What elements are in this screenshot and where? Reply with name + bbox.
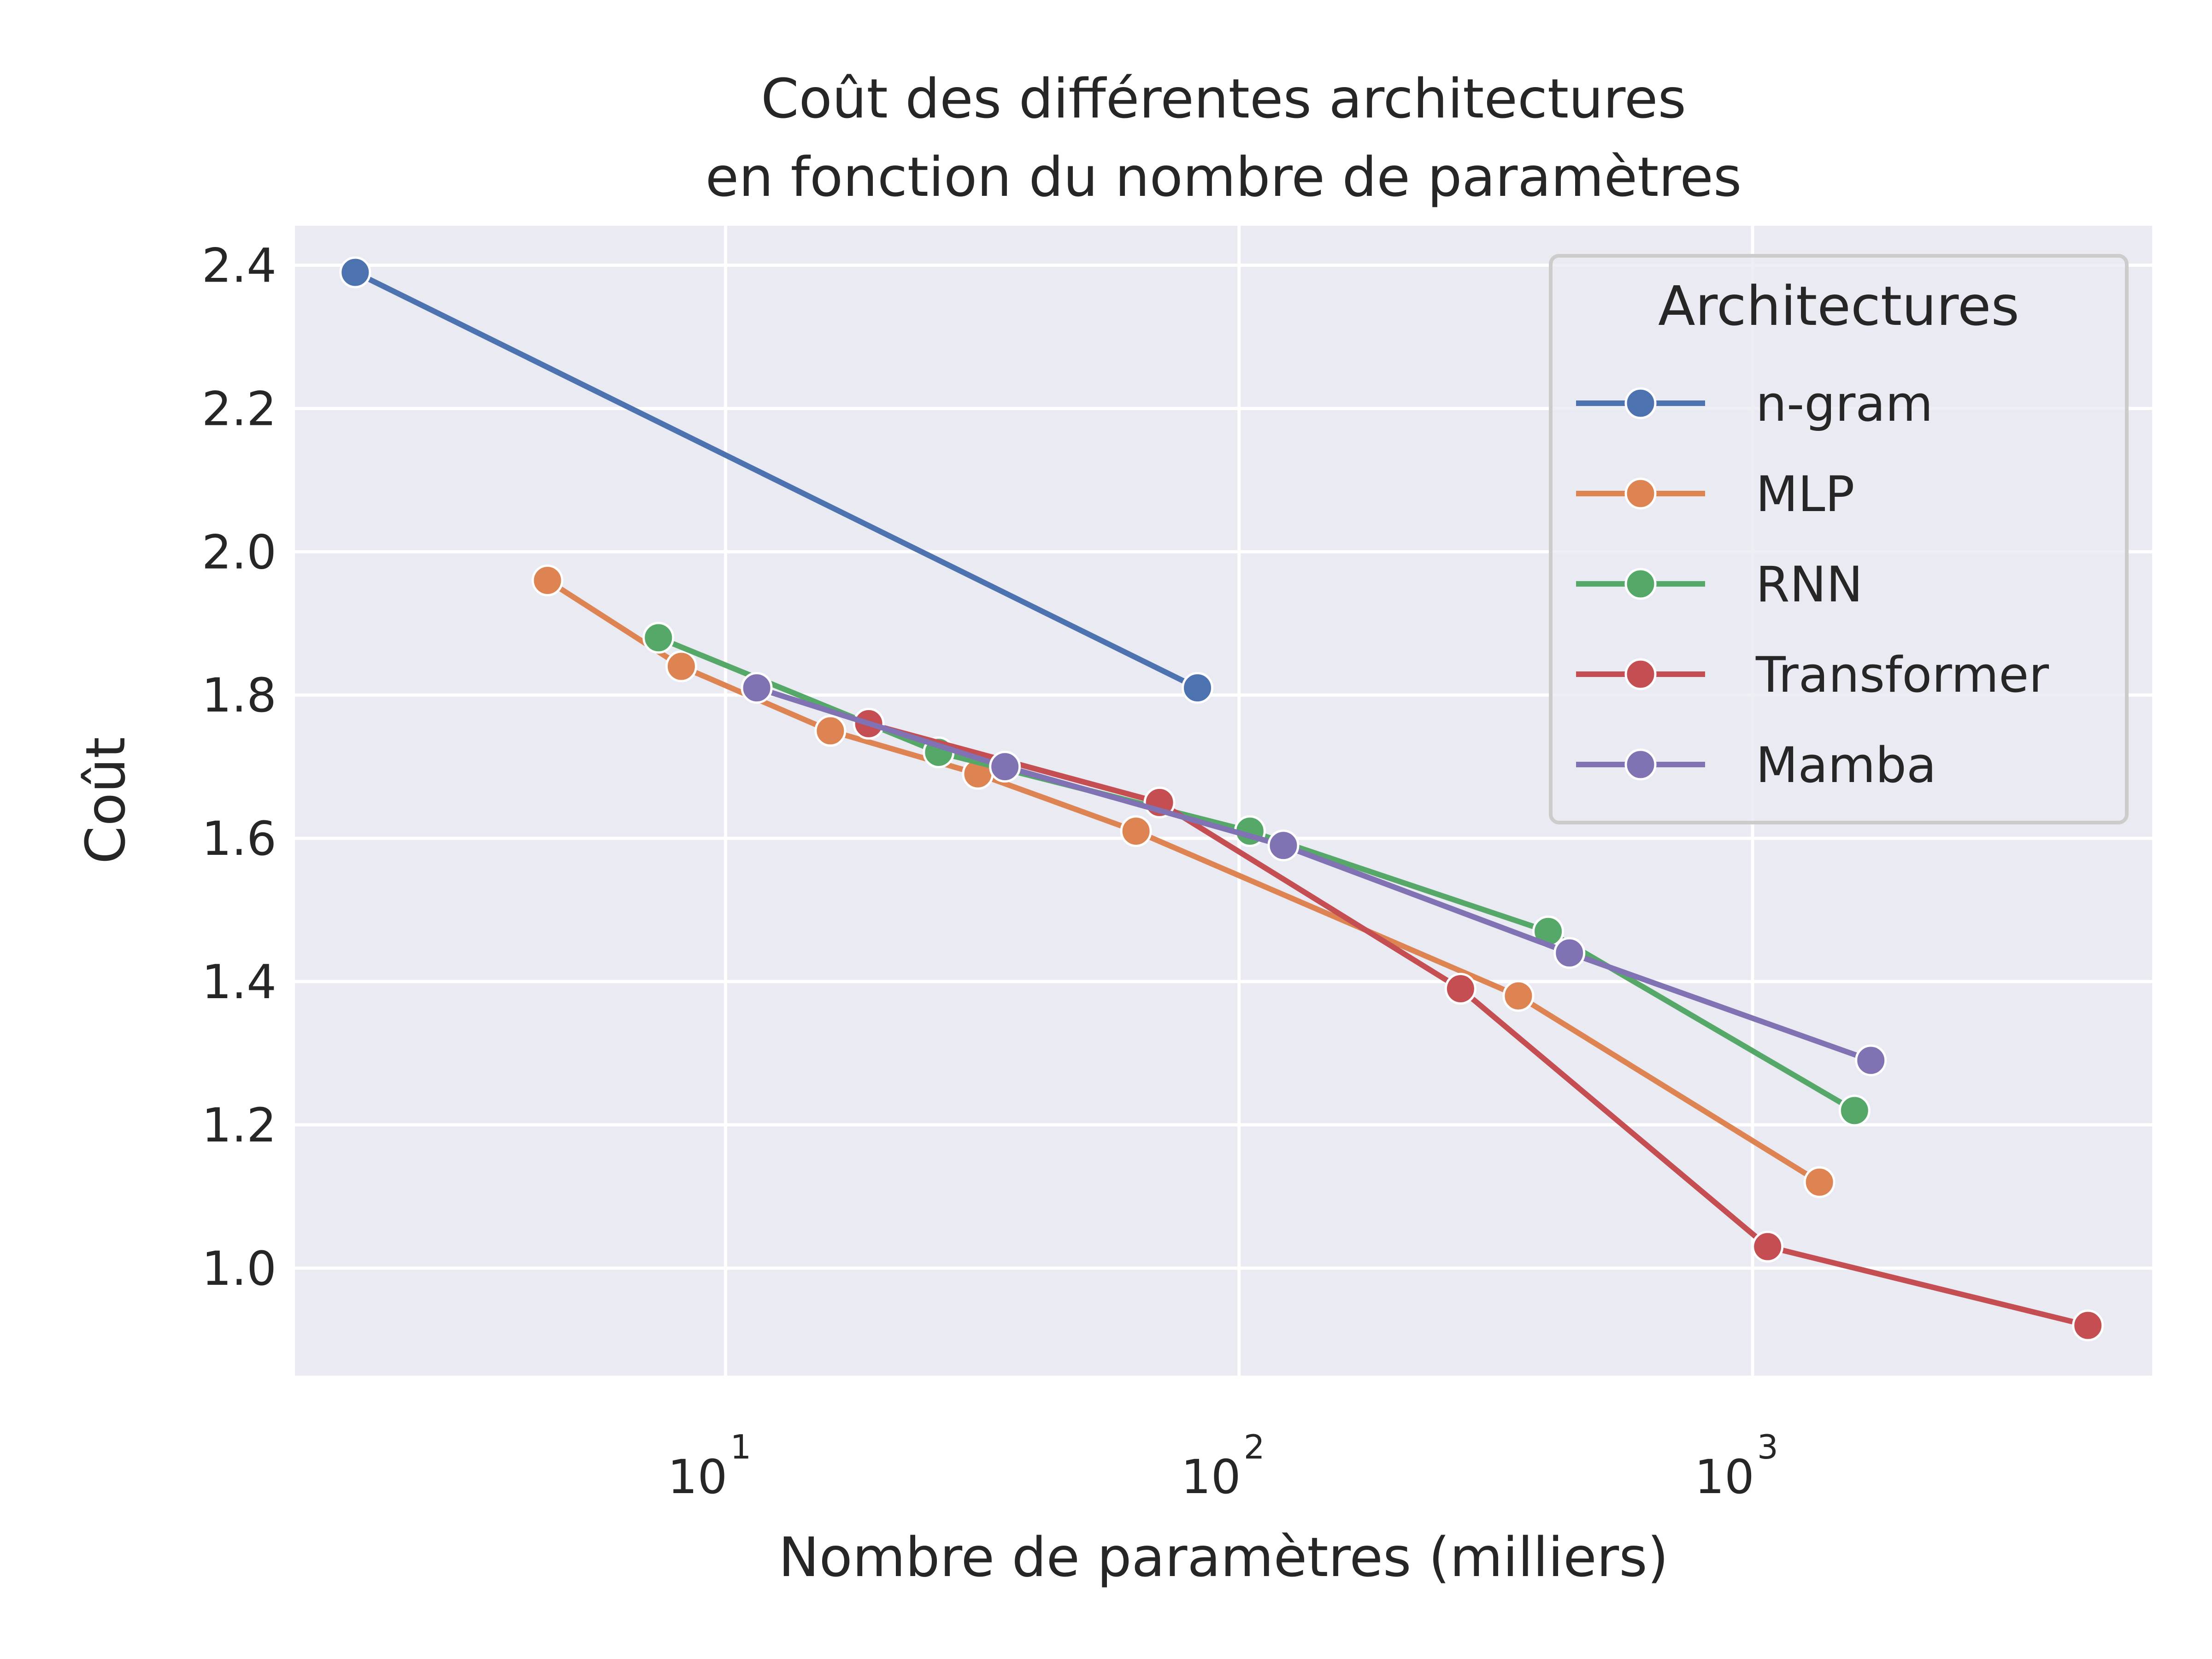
data-point-transformer: [1444, 973, 1477, 1005]
data-point-rnn: [1838, 1094, 1871, 1127]
y-tick-label: 2.0: [202, 525, 276, 580]
legend-swatch-marker: [1624, 568, 1657, 600]
legend-swatch-marker: [1624, 658, 1657, 690]
data-point-mlp: [1120, 815, 1152, 847]
x-tick-label: 102: [1181, 1428, 1265, 1505]
data-point-mamba: [1855, 1044, 1887, 1077]
legend-swatch-marker: [1624, 387, 1657, 419]
series-mlp: [531, 564, 1835, 1198]
x-tick-base: 10: [1181, 1450, 1241, 1505]
legend-label: Transformer: [1755, 647, 2049, 703]
legend-frame: [1549, 254, 2129, 824]
data-point-mlp: [531, 564, 564, 596]
legend-label: n-gram: [1756, 376, 1933, 432]
y-tick-label: 2.4: [202, 238, 276, 293]
data-point-mlp: [665, 650, 697, 682]
x-tick-exponent: 3: [1757, 1428, 1778, 1466]
legend-item-transformer: Transformer: [1576, 647, 2049, 703]
legend-label: RNN: [1756, 556, 1863, 613]
series-layer: [339, 256, 2104, 1341]
data-point-mlp: [1502, 980, 1535, 1012]
data-point-mamba: [989, 751, 1021, 783]
data-point-n-gram: [1182, 672, 1214, 704]
x-tick-exponent: 2: [1244, 1428, 1265, 1466]
x-tick-label: 101: [668, 1428, 752, 1505]
legend: Architectures n-gram MLP RNN Transformer Mam…: [1549, 254, 2129, 824]
x-tick-base: 10: [1694, 1450, 1754, 1505]
y-axis-label: Coût: [74, 737, 137, 864]
chart-title-line-1: Coût des différentes architectures: [761, 67, 1686, 130]
y-tick-label: 1.6: [202, 812, 276, 866]
y-tick-label: 1.0: [202, 1241, 276, 1296]
legend-item-mamba: Mamba: [1576, 737, 1936, 794]
series-n-gram: [339, 256, 1214, 704]
legend-item-rnn: RNN: [1576, 556, 1863, 613]
series-line-n-gram: [352, 270, 1200, 691]
legend-label: MLP: [1756, 466, 1854, 523]
legend-items: n-gram MLP RNN Transformer Mamba: [1576, 376, 2049, 794]
series-mamba: [741, 672, 1887, 1077]
legend-item-mlp: MLP: [1576, 466, 1854, 523]
data-point-rnn: [642, 622, 675, 654]
x-tick-label: 103: [1694, 1428, 1778, 1505]
legend-label: Mamba: [1756, 737, 1936, 794]
data-point-mamba: [1267, 830, 1300, 862]
data-point-mlp: [1803, 1166, 1835, 1198]
data-point-transformer: [1752, 1230, 1784, 1263]
y-tick-label: 1.2: [202, 1098, 276, 1153]
chart-title-line-2: en fonction du nombre de paramètres: [706, 145, 1742, 209]
data-point-transformer: [2072, 1309, 2104, 1341]
x-tick-exponent: 1: [730, 1428, 751, 1466]
x-tick-base: 10: [668, 1450, 728, 1505]
data-point-n-gram: [339, 256, 371, 288]
data-point-mamba: [1553, 937, 1586, 969]
legend-swatch-marker: [1624, 748, 1657, 781]
y-tick-label: 1.8: [202, 668, 276, 723]
legend-swatch-marker: [1624, 477, 1657, 510]
data-point-mamba: [741, 672, 773, 704]
data-point-mlp: [814, 715, 847, 747]
y-tick-label: 1.4: [202, 955, 276, 1010]
x-axis-label: Nombre de paramètres (milliers): [778, 1525, 1668, 1589]
legend-title: Architectures: [1658, 274, 2019, 338]
y-tick-label: 2.2: [202, 382, 276, 436]
legend-item-n-gram: n-gram: [1576, 376, 1933, 432]
